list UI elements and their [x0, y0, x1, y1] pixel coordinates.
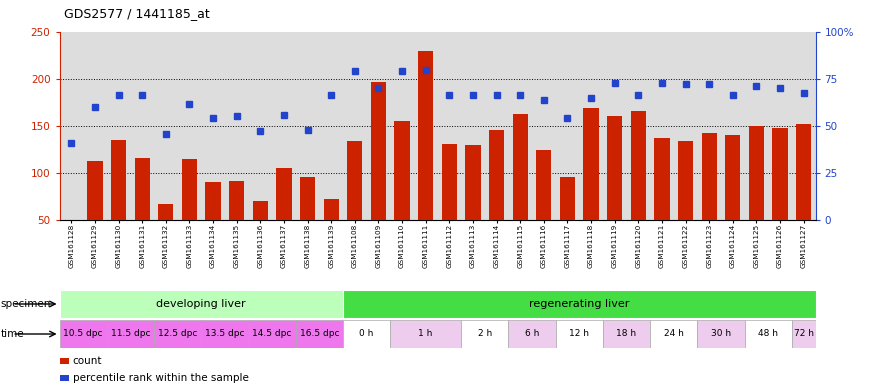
- Bar: [60, 290, 343, 318]
- Bar: [248, 320, 296, 348]
- Text: developing liver: developing liver: [157, 299, 246, 309]
- Bar: [201, 320, 248, 348]
- Bar: [508, 320, 556, 348]
- Text: 16.5 dpc: 16.5 dpc: [299, 329, 340, 339]
- Bar: [107, 320, 154, 348]
- Bar: [206, 182, 220, 267]
- Bar: [461, 320, 508, 348]
- Bar: [229, 180, 244, 267]
- Bar: [725, 136, 740, 267]
- Bar: [536, 151, 551, 267]
- Bar: [395, 121, 410, 267]
- Bar: [154, 320, 201, 348]
- Bar: [390, 320, 461, 348]
- Bar: [60, 375, 68, 381]
- Text: 18 h: 18 h: [616, 329, 637, 339]
- Text: 12 h: 12 h: [570, 329, 589, 339]
- Bar: [560, 177, 575, 267]
- Text: percentile rank within the sample: percentile rank within the sample: [73, 373, 248, 383]
- Bar: [253, 201, 268, 267]
- Bar: [300, 177, 315, 267]
- Bar: [678, 141, 693, 267]
- Bar: [697, 320, 745, 348]
- Text: 11.5 dpc: 11.5 dpc: [110, 329, 150, 339]
- Bar: [650, 320, 697, 348]
- Bar: [584, 108, 598, 267]
- Text: specimen: specimen: [1, 299, 52, 309]
- Text: 0 h: 0 h: [360, 329, 374, 339]
- Bar: [343, 290, 816, 318]
- Bar: [702, 132, 717, 267]
- Bar: [796, 124, 811, 267]
- Bar: [556, 320, 603, 348]
- Bar: [792, 320, 816, 348]
- Bar: [418, 51, 433, 267]
- Bar: [347, 141, 362, 267]
- Text: time: time: [1, 329, 24, 339]
- Bar: [64, 220, 79, 267]
- Bar: [631, 111, 646, 267]
- Bar: [442, 144, 457, 267]
- Bar: [603, 320, 650, 348]
- Text: regenerating liver: regenerating liver: [529, 299, 629, 309]
- Bar: [60, 358, 68, 364]
- Bar: [745, 320, 792, 348]
- Text: 1 h: 1 h: [418, 329, 433, 339]
- Bar: [466, 145, 480, 267]
- Text: 6 h: 6 h: [525, 329, 539, 339]
- Bar: [276, 168, 291, 267]
- Bar: [324, 199, 339, 267]
- Bar: [371, 82, 386, 267]
- Bar: [749, 126, 764, 267]
- Bar: [111, 140, 126, 267]
- Text: 24 h: 24 h: [664, 329, 683, 339]
- Bar: [182, 159, 197, 267]
- Bar: [654, 138, 669, 267]
- Bar: [88, 161, 102, 267]
- Bar: [513, 114, 528, 267]
- Text: 30 h: 30 h: [711, 329, 732, 339]
- Text: 2 h: 2 h: [478, 329, 492, 339]
- Bar: [343, 320, 390, 348]
- Text: 12.5 dpc: 12.5 dpc: [158, 329, 198, 339]
- Bar: [607, 116, 622, 267]
- Text: count: count: [73, 356, 102, 366]
- Text: 48 h: 48 h: [759, 329, 778, 339]
- Text: 13.5 dpc: 13.5 dpc: [205, 329, 245, 339]
- Bar: [60, 320, 107, 348]
- Bar: [489, 130, 504, 267]
- Text: GDS2577 / 1441185_at: GDS2577 / 1441185_at: [64, 7, 210, 20]
- Bar: [296, 320, 343, 348]
- Bar: [135, 158, 150, 267]
- Text: 72 h: 72 h: [794, 329, 814, 339]
- Text: 10.5 dpc: 10.5 dpc: [63, 329, 103, 339]
- Bar: [773, 128, 788, 267]
- Text: 14.5 dpc: 14.5 dpc: [253, 329, 292, 339]
- Bar: [158, 204, 173, 267]
